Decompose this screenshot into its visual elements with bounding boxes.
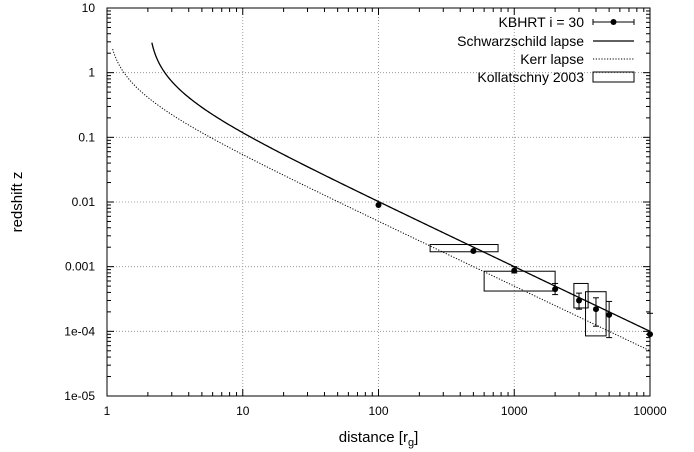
data-point xyxy=(576,297,583,304)
x-axis-label-close: ] xyxy=(414,429,418,446)
y-tick-label: 1e-05 xyxy=(64,389,95,403)
data-point xyxy=(511,267,518,274)
legend-label: KBHRT i = 30 xyxy=(499,14,585,30)
schwarzschild-lapse-curve xyxy=(151,42,651,332)
data-point xyxy=(606,311,613,318)
data-point xyxy=(470,247,477,254)
grid-lines xyxy=(107,8,650,396)
kerr-lapse-curve xyxy=(112,48,651,352)
kollatschny-box xyxy=(585,291,607,337)
kollatschny-box xyxy=(483,270,556,292)
x-tick-label: 100 xyxy=(368,404,388,418)
data-point xyxy=(375,201,382,208)
legend-label: Schwarzschild lapse xyxy=(457,33,584,49)
x-tick-label: 10 xyxy=(236,404,250,418)
kbhrt-points xyxy=(375,201,653,339)
data-point xyxy=(592,306,599,313)
legend: KBHRT i = 30 Schwarzschild lapse Kerr laps… xyxy=(457,14,635,85)
y-tick-label: 0.001 xyxy=(65,260,95,274)
y-tick-label: 0.1 xyxy=(78,130,95,144)
kollatschny-box xyxy=(429,244,499,253)
axis-ticks xyxy=(106,7,651,397)
y-tick-label: 1e-04 xyxy=(64,324,95,338)
legend-label: Kerr lapse xyxy=(520,51,584,67)
x-axis-label: distance [rg] xyxy=(339,429,419,449)
legend-symbol-box xyxy=(592,71,635,83)
lapse-curves xyxy=(112,42,651,352)
x-axis-label-main: distance [r xyxy=(339,429,408,446)
x-tick-label: 10000 xyxy=(633,404,667,418)
x-tick-label: 1 xyxy=(104,404,111,418)
y-tick-label: 0.01 xyxy=(72,195,96,209)
legend-symbol-point xyxy=(610,19,617,25)
tick-labels: 1 10 100 1000 10000 1e-05 1e-04 0.001 0.01 0.1 1 10 xyxy=(64,1,667,418)
y-tick-label: 1 xyxy=(88,66,95,80)
y-axis-label: redshift z xyxy=(9,172,26,233)
legend-label: Kollatschny 2003 xyxy=(477,69,584,85)
data-point xyxy=(552,286,559,293)
x-axis-label-sub: g xyxy=(408,437,414,449)
y-tick-label: 10 xyxy=(82,1,96,15)
x-tick-label: 1000 xyxy=(501,404,528,418)
